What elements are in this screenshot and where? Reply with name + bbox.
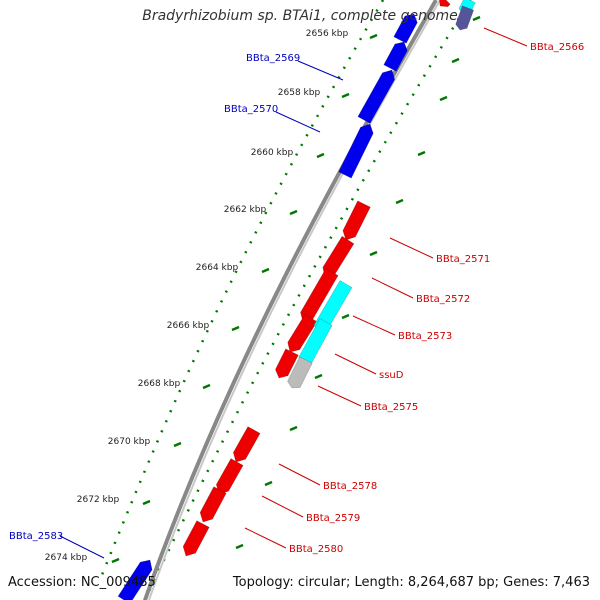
- gene-leader-line: [483, 27, 528, 47]
- gene-arrow[interactable]: [383, 41, 408, 72]
- inner-ruler-tick: [341, 313, 350, 320]
- gene-arrow[interactable]: [342, 200, 371, 241]
- accession-text: Accession: NC_009485: [8, 575, 156, 590]
- gene-leader-line: [278, 463, 321, 486]
- gene-arrow[interactable]: [357, 69, 396, 124]
- genome-title: Bradyrhizobium sp. BTAi1, complete genom…: [142, 8, 458, 24]
- gene-label[interactable]: BBta_2580: [289, 544, 343, 555]
- inner-ruler-tick: [395, 198, 404, 205]
- ruler-tick: [173, 441, 182, 448]
- inner-ruler-tick: [314, 373, 323, 380]
- gene-leader-line: [317, 385, 362, 407]
- gene-label[interactable]: BBta_2573: [398, 331, 452, 342]
- gene-label[interactable]: BBta_2583: [9, 531, 63, 542]
- gene-label[interactable]: BBta_2572: [416, 294, 470, 305]
- gene-arrow[interactable]: [338, 123, 374, 179]
- gene-label[interactable]: BBta_2570: [224, 104, 278, 115]
- gene-label[interactable]: BBta_2569: [246, 53, 300, 64]
- ruler-tick-label: 2674 kbp: [45, 553, 88, 563]
- gene-label[interactable]: BBta_2578: [323, 481, 377, 492]
- ruler-tick: [289, 209, 298, 216]
- gene-leader-line: [244, 527, 287, 549]
- topology-summary: Topology: circular; Length: 8,264,687 bp…: [232, 575, 590, 590]
- ruler-tick: [202, 383, 211, 390]
- gene-label[interactable]: BBta_2579: [306, 513, 360, 524]
- inner-tick-ring: [98, 0, 385, 581]
- gene-leader-line: [371, 277, 414, 299]
- gene-arrow[interactable]: [199, 486, 227, 523]
- inner-ruler-tick: [264, 480, 273, 487]
- ruler-tick: [261, 267, 270, 274]
- inner-ruler-tick: [417, 150, 426, 157]
- inner-ruler-tick: [439, 95, 448, 102]
- ruler-tick: [369, 33, 378, 40]
- gene-arrow[interactable]: [287, 313, 318, 353]
- ruler-tick-label: 2672 kbp: [77, 495, 120, 505]
- gene-leader-line: [261, 495, 304, 518]
- gene-arrow[interactable]: [182, 520, 210, 557]
- ruler-tick: [111, 557, 120, 564]
- gene-label[interactable]: BBta_2575: [364, 402, 418, 413]
- gene-leader-line: [389, 237, 434, 259]
- ruler-tick: [142, 499, 151, 506]
- ruler-tick-label: 2658 kbp: [278, 88, 321, 98]
- gene-arrow[interactable]: [215, 458, 244, 495]
- gene-arrow[interactable]: [232, 426, 261, 463]
- inner-ruler-tick: [472, 15, 481, 22]
- ruler-tick-label: 2668 kbp: [138, 379, 181, 389]
- ruler-tick-label: 2660 kbp: [251, 148, 294, 158]
- ruler-tick: [316, 152, 325, 159]
- gene-arrow[interactable]: [439, 0, 451, 8]
- inner-ruler-tick: [235, 543, 244, 550]
- gene-leader-line: [352, 315, 396, 336]
- inner-ruler-tick: [289, 425, 298, 432]
- gene-label[interactable]: BBta_2566: [530, 42, 584, 53]
- gene-label[interactable]: ssuD: [379, 370, 404, 381]
- ruler-tick-label: 2666 kbp: [167, 321, 210, 331]
- gene-leader-line: [297, 60, 344, 81]
- ruler-tick: [341, 92, 350, 99]
- ruler-tick: [231, 325, 240, 332]
- gene-arrow[interactable]: [455, 5, 474, 31]
- inner-ruler-tick: [369, 250, 378, 257]
- ruler-tick-label: 2664 kbp: [196, 263, 239, 273]
- gene-label[interactable]: BBta_2571: [436, 254, 490, 265]
- inner-ruler-tick: [451, 57, 460, 64]
- gene-leader-line: [59, 535, 105, 559]
- gene-leader-line: [334, 353, 377, 375]
- gene-arrow[interactable]: [393, 13, 418, 44]
- ruler-tick-label: 2656 kbp: [306, 29, 349, 39]
- genome-backbone-shadow: [148, 0, 441, 600]
- ruler-tick-label: 2670 kbp: [108, 437, 151, 447]
- gene-leader-line: [275, 111, 321, 133]
- gene-arrow[interactable]: [275, 348, 299, 379]
- gene-arrow[interactable]: [117, 559, 153, 600]
- gene-arrow[interactable]: [287, 356, 313, 389]
- ruler-tick-label: 2662 kbp: [224, 205, 267, 215]
